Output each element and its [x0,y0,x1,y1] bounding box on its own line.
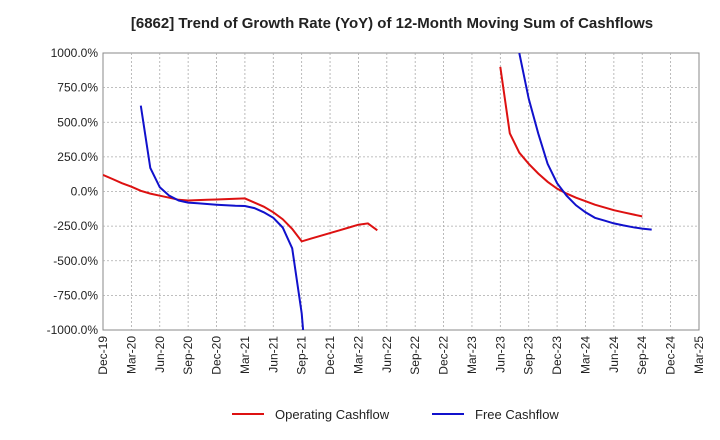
series-line-free-cashflow [518,53,652,231]
y-gridlines [103,87,699,296]
x-tick-labels: Dec-19 Mar-20 Jun-20 Sep-20 Dec-20 Mar-21 Jun-… [96,336,706,375]
y-tick-label: -1000.0% [47,323,99,337]
x-tick-label: Mar-25 [692,336,706,374]
y-tick-label: 1000.0% [51,46,99,60]
y-tick-labels: 1000.0% 750.0% 500.0% 250.0% 0.0% -250.0% -500… [47,46,99,337]
legend: Operating Cashflow Free Cashflow [232,407,559,422]
series-line-operating-cashflow [103,173,378,243]
y-tick-label: 0.0% [71,185,99,199]
chart-title: [6862] Trend of Growth Rate (YoY) of 12-… [131,15,653,32]
x-tick-label: Dec-19 [96,336,110,375]
series-lines [103,53,652,330]
x-tick-label: Mar-20 [124,336,138,374]
y-tick-label: 750.0% [57,81,98,95]
x-tick-label: Jun-24 [607,336,621,373]
x-tick-label: Dec-21 [323,336,337,375]
x-tick-label: Jun-20 [153,336,167,373]
x-tick-label: Dec-20 [210,336,224,375]
x-tick-label: Dec-22 [437,336,451,375]
x-tick-label: Mar-24 [578,336,592,374]
x-tick-label: Mar-22 [351,336,365,374]
x-tick-label: Sep-20 [181,336,195,375]
x-tick-label: Mar-23 [465,336,479,374]
y-tick-label: 500.0% [57,115,98,129]
x-tick-label: Dec-24 [664,336,678,375]
series-line-operating-cashflow [499,66,643,218]
x-tick-label: Jun-23 [493,336,507,373]
x-tick-label: Sep-23 [522,336,536,375]
legend-label-free: Free Cashflow [475,407,559,422]
y-tick-label: 250.0% [57,150,98,164]
y-tick-label: -500.0% [53,254,98,268]
x-tick-label: Sep-21 [295,336,309,375]
x-tick-label: Sep-22 [408,336,422,375]
series-line-free-cashflow [139,105,305,330]
x-tick-label: Dec-23 [550,336,564,375]
x-tick-label: Jun-22 [380,336,394,373]
y-tick-label: -250.0% [53,219,98,233]
x-tick-label: Jun-21 [266,336,280,373]
x-tick-label: Sep-24 [635,336,649,375]
y-tick-label: -750.0% [53,288,98,302]
legend-label-operating: Operating Cashflow [275,407,390,422]
x-tick-label: Mar-21 [238,336,252,374]
